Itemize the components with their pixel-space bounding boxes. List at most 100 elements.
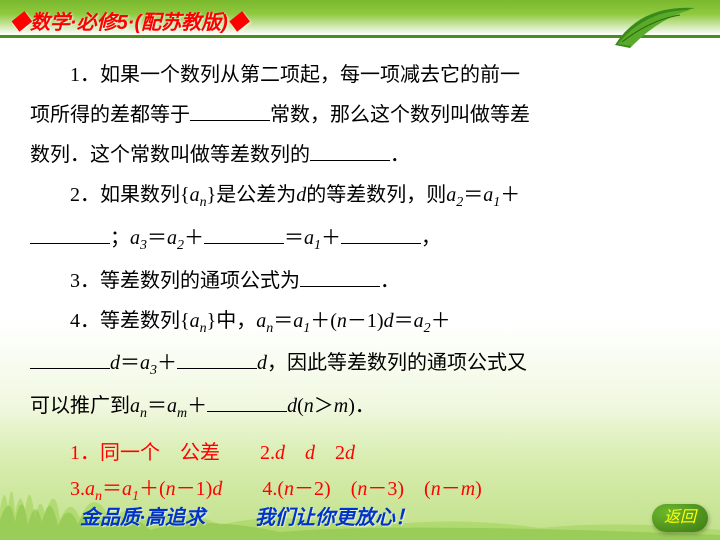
var-n: n <box>304 395 314 417</box>
blank <box>177 349 257 369</box>
sub-n: n <box>200 195 207 210</box>
sub-n: n <box>200 321 207 336</box>
text: ＝ <box>394 310 414 332</box>
text: ＝ <box>147 227 167 249</box>
text: ＋ <box>431 310 451 332</box>
sub-1: 1 <box>314 238 321 253</box>
var-a: a <box>140 352 150 374</box>
var-d: d <box>345 442 355 464</box>
text: 3．等差数列的通项公式为 <box>70 270 300 292</box>
blank <box>190 101 270 121</box>
text: 2．如果数列{ <box>70 184 190 206</box>
var-a: a <box>446 184 456 206</box>
header-bar: ◆数学·必修5·(配苏教版)◆ <box>0 0 720 38</box>
sub-3: 3 <box>150 363 157 378</box>
var-a: a <box>304 227 314 249</box>
text: 4.( <box>262 478 284 500</box>
var-d: d <box>287 395 297 417</box>
text: ＋( <box>139 478 166 500</box>
text: ( <box>424 478 431 500</box>
question-3: 3．等差数列的通项公式为 ． <box>30 264 690 298</box>
var-a: a <box>414 310 424 332</box>
var-a: a <box>190 310 200 332</box>
var-d: d <box>296 184 306 206</box>
question-4-cont: d＝a3＋d，因此等差数列的通项公式又 <box>30 346 690 383</box>
blank <box>310 141 390 161</box>
text: }是公差为 <box>207 184 297 206</box>
question-1: 1．如果一个数列从第二项起，每一项减去它的前一 <box>30 58 690 92</box>
text: －1) <box>176 478 213 500</box>
var-d: d <box>110 352 120 374</box>
text: ＝ <box>284 227 304 249</box>
text: ＋( <box>310 310 337 332</box>
text: }中， <box>207 310 257 332</box>
var-d: d <box>257 352 267 374</box>
var-n: n <box>337 310 347 332</box>
text: － <box>441 478 461 500</box>
text: －2) <box>294 478 331 500</box>
question-2: 2．如果数列{an}是公差为d的等差数列，则a2＝a1＋ <box>30 178 690 215</box>
sub-2: 2 <box>177 238 184 253</box>
text: 项所得的差都等于 <box>30 104 190 126</box>
var-a: a <box>130 227 140 249</box>
text: ) <box>475 478 482 500</box>
sub-m: m <box>177 406 187 421</box>
question-4: 4．等差数列{an}中，an＝a1＋(n－1)d＝a2＋ <box>30 304 690 341</box>
var-m: m <box>334 395 348 417</box>
text: ＞ <box>314 395 334 417</box>
var-n: n <box>431 478 441 500</box>
text: 1．如果一个数列从第二项起，每一项减去它的前一 <box>70 64 520 86</box>
text: ． <box>380 270 400 292</box>
var-a: a <box>85 478 95 500</box>
var-n: n <box>357 478 367 500</box>
var-d: d <box>212 478 222 500</box>
var-d: d <box>275 442 285 464</box>
text: ＋ <box>321 227 341 249</box>
var-d: d <box>305 442 315 464</box>
text: ＝ <box>102 478 122 500</box>
text: 可以推广到 <box>30 395 130 417</box>
text: 2 <box>335 442 345 464</box>
blank <box>30 349 110 369</box>
main-content: 1．如果一个数列从第二项起，每一项减去它的前一 项所得的差都等于 常数，那么这个数… <box>0 38 720 509</box>
var-a: a <box>293 310 303 332</box>
footer-slogan: 金品质·高追求 我们让你更放心！ <box>80 501 415 530</box>
question-2-cont: ；a3＝a2＋＝a1＋， <box>30 221 690 258</box>
blank <box>300 267 380 287</box>
text: ； <box>110 227 130 249</box>
text: 3. <box>70 478 85 500</box>
var-m: m <box>461 478 475 500</box>
var-a: a <box>167 395 177 417</box>
text: ＋ <box>157 352 177 374</box>
text: 常数，那么这个数列叫做等差 <box>270 104 530 126</box>
question-1-cont2: 数列．这个常数叫做等差数列的 ． <box>30 138 690 172</box>
var-a: a <box>167 227 177 249</box>
blank <box>207 392 287 412</box>
leaf-decoration <box>610 0 700 50</box>
text: 2. <box>260 442 275 464</box>
text: ＝ <box>147 395 167 417</box>
text: 的等差数列，则 <box>306 184 446 206</box>
header-title: ◆数学·必修5·(配苏教版)◆ <box>10 6 248 35</box>
question-1-cont: 项所得的差都等于 常数，那么这个数列叫做等差 <box>30 98 690 132</box>
text: ，因此等差数列的通项公式又 <box>267 352 527 374</box>
blank <box>341 224 421 244</box>
slogan-left: 金品质·高追求 <box>80 507 205 529</box>
text: ＝ <box>463 184 483 206</box>
var-a: a <box>190 184 200 206</box>
text: ＋ <box>187 395 207 417</box>
text: 数列．这个常数叫做等差数列的 <box>30 144 310 166</box>
text: ， <box>421 227 441 249</box>
blank <box>204 224 284 244</box>
text: ． <box>390 144 410 166</box>
sub-3: 3 <box>140 238 147 253</box>
question-4-cont2: 可以推广到an＝am＋d(n＞m)． <box>30 389 690 426</box>
var-a: a <box>130 395 140 417</box>
text: 1．同一个 <box>70 442 160 464</box>
return-button[interactable]: 返回 <box>652 504 708 532</box>
text: －3) <box>367 478 404 500</box>
answer-row-1: 1．同一个公差2.dd2d <box>30 436 690 470</box>
text: 4．等差数列{ <box>70 310 190 332</box>
var-a: a <box>256 310 266 332</box>
slogan-right: 我们让你更放心！ <box>255 507 415 529</box>
